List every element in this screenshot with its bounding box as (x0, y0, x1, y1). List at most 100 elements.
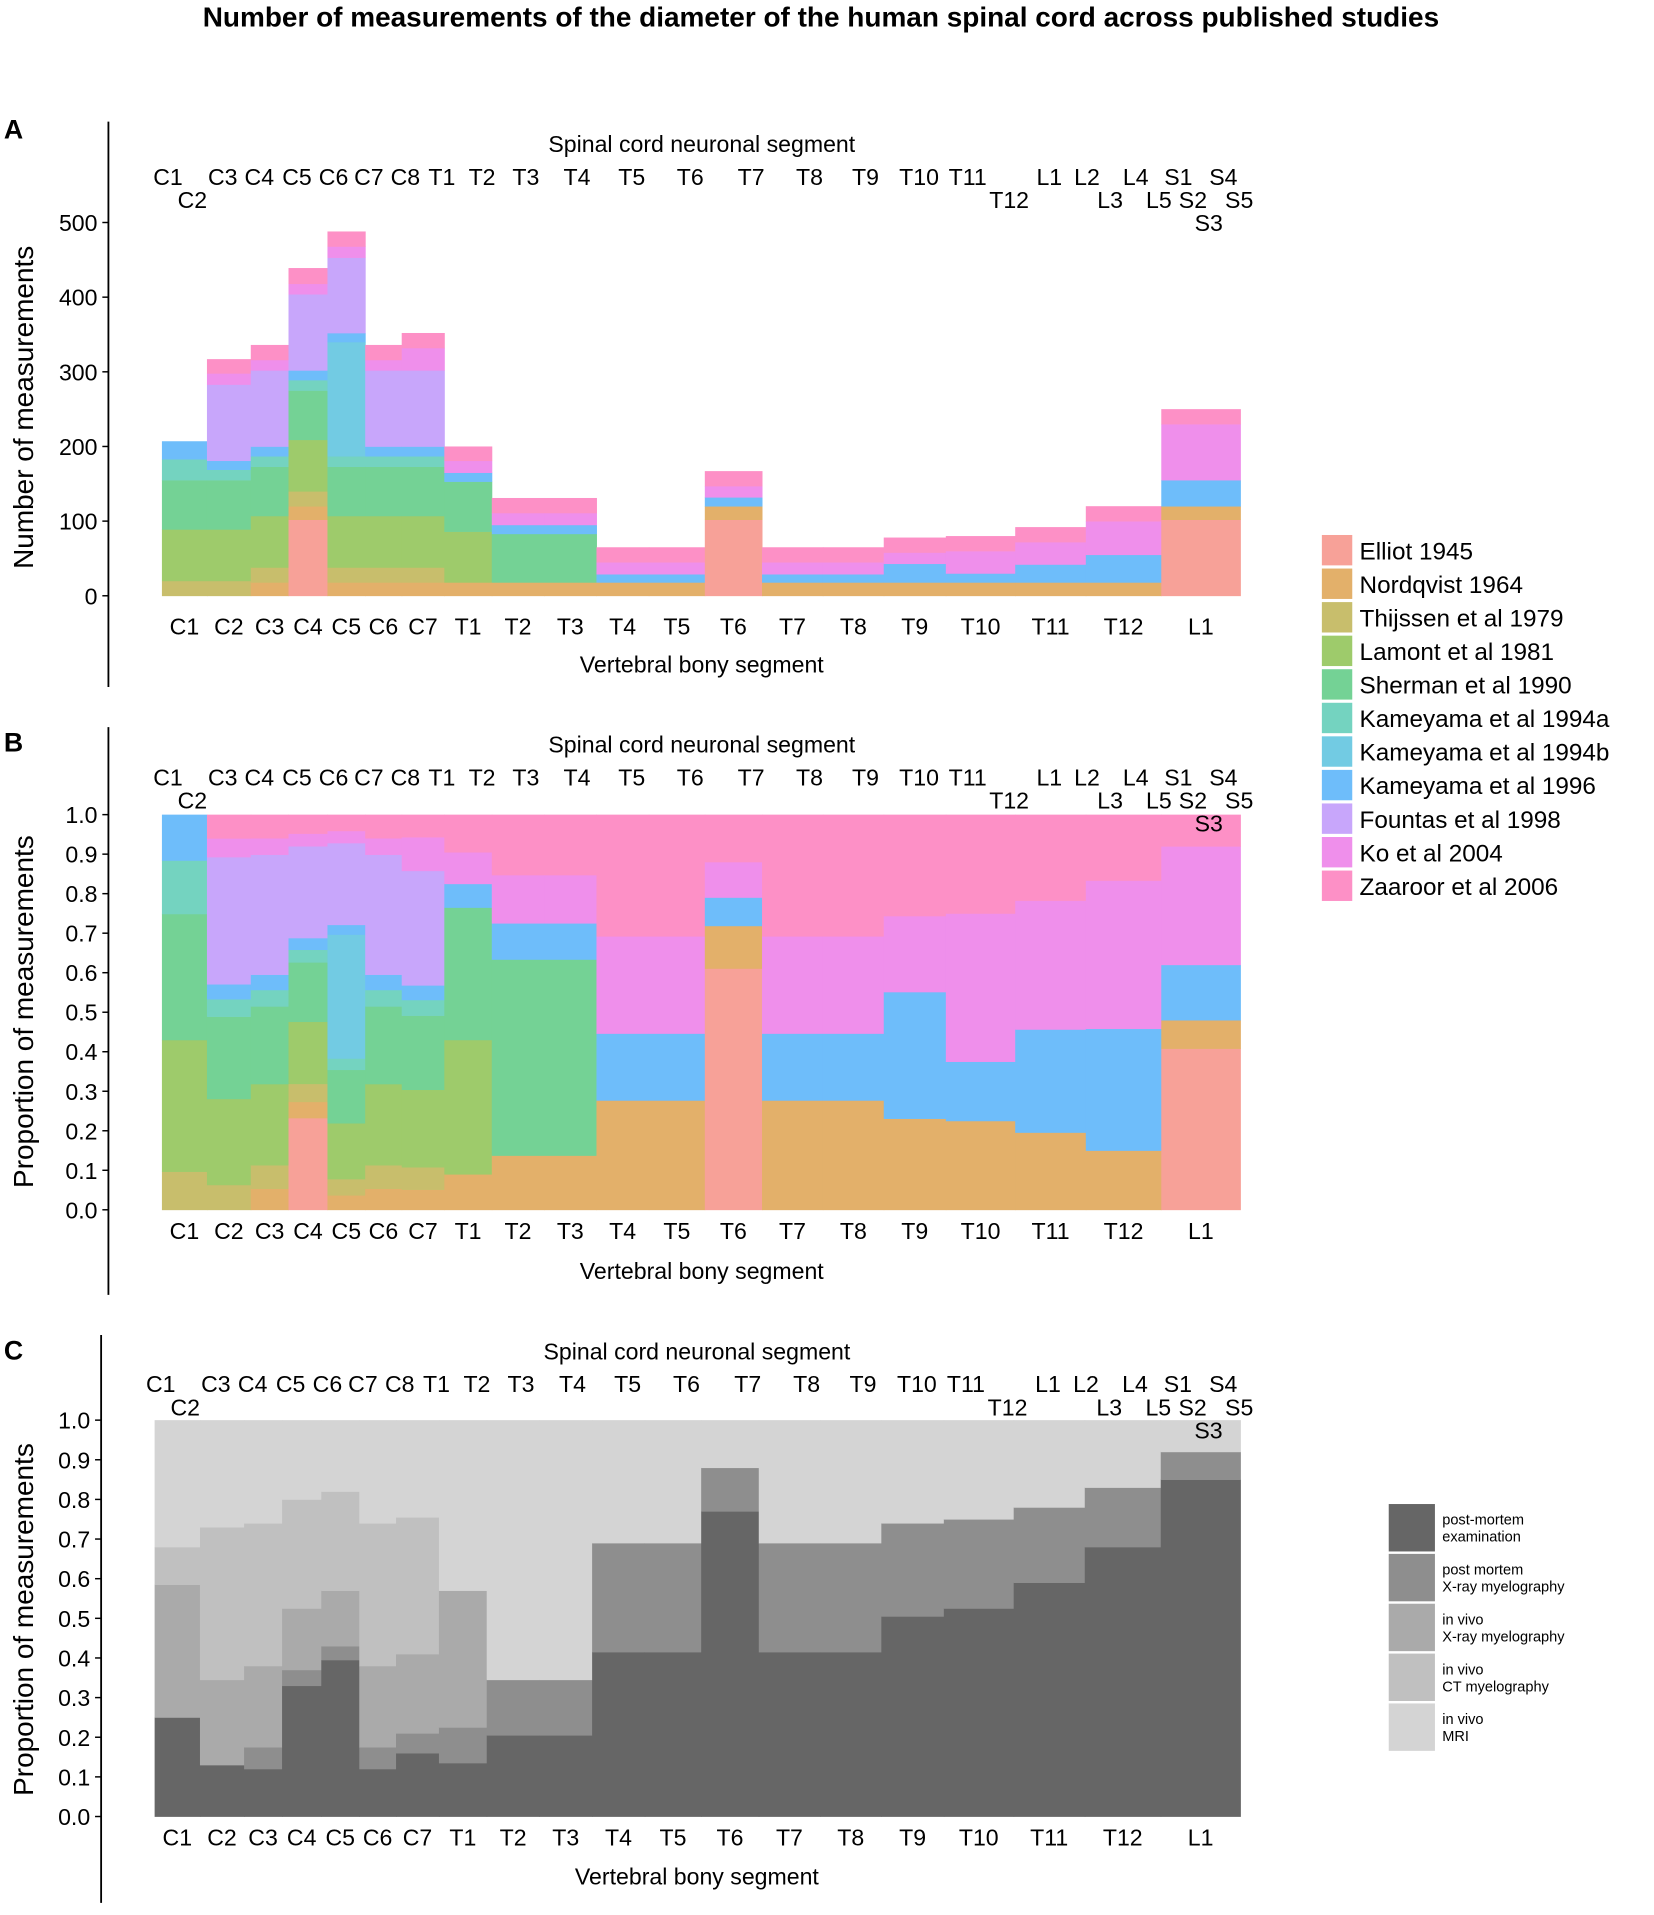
x-tick-label-neuronal: T5 (618, 764, 645, 790)
legend-swatch (1321, 635, 1353, 667)
x-tick-label-neuronal: C5 (276, 1371, 306, 1397)
bar-segment-t2-sherman-et-al-1990 (491, 533, 545, 583)
bar-segment-c1-sherman-et-al-1990 (161, 480, 208, 530)
bar-segment-c1-lamont-et-al-1981 (161, 529, 208, 582)
bar-segment-c5-zaaroor-et-al-2006 (327, 231, 366, 247)
legend-swatch (1321, 669, 1353, 700)
bar-segment-t10-post-mortem-examination (943, 1608, 1015, 1817)
x-axis-title-c: Vertebral bony segment (575, 1864, 819, 1890)
y-tick-label: 100 (59, 509, 98, 535)
bar-segment-c4-post-mortem-examination (282, 1685, 322, 1817)
bar-segment-c2-kameyama-et-al-1996 (206, 460, 252, 470)
bar-segment-t1-nordqvist-1964 (444, 1174, 493, 1211)
bar-segment-t1-in-vivo-x-ray-myelography (438, 1590, 488, 1728)
bar-segment-c6-sherman-et-al-1990 (365, 1006, 403, 1085)
bar-segment-c7-thijssen-et-al-1979 (401, 567, 445, 583)
bar-segment-t12-post-mortem-x-ray-myelography (1084, 1487, 1162, 1548)
bar-segment-l1-nordqvist-1964 (1161, 1020, 1241, 1049)
x-tick-label-neuronal: T3 (512, 164, 539, 190)
bar-segment-t7-kameyama-et-al-1996 (762, 1033, 824, 1101)
bar-segment-t1-sherman-et-al-1990 (444, 481, 493, 532)
y-tick-label: 0.9 (65, 842, 97, 868)
bar-segment-c2-sherman-et-al-1990 (206, 1016, 252, 1100)
bar-segment-t4-ko-et-al-2004 (596, 562, 650, 575)
x-tick-label-neuronal: L2 (1074, 164, 1100, 190)
x-tick-label-neuronal: T3 (512, 764, 539, 790)
bar-segment-t7-ko-et-al-2004 (762, 562, 824, 575)
y-tick-label: 0.4 (58, 1645, 90, 1671)
x-tick-label-neuronal: T7 (734, 1371, 761, 1397)
bar-segment-t4-nordqvist-1964 (596, 1100, 650, 1211)
x-tick-label-vertebral: C7 (408, 614, 438, 640)
bar-segment-t2-post-mortem-x-ray-myelography (486, 1679, 540, 1736)
x-tick-label-neuronal: T11 (949, 764, 987, 790)
top-axis-title-a: Spinal cord neuronal segment (548, 131, 855, 157)
x-tick-label-neuronal: S4 (1209, 1371, 1237, 1397)
x-tick-label-neuronal: T9 (852, 164, 879, 190)
x-tick-label-vertebral: T1 (455, 1218, 482, 1244)
bar-segment-c3-in-vivo-x-ray-myelography (244, 1665, 283, 1748)
x-tick-label-neuronal: T10 (897, 1371, 937, 1397)
bar-segment-c3-kameyama-et-al-1994a (250, 456, 289, 467)
x-tick-label-neuronal: S2 (1178, 1394, 1206, 1420)
panel-label-c: C (4, 1335, 23, 1365)
bar-segment-t10-post-mortem-x-ray-myelography (943, 1519, 1015, 1609)
bar-segment-l1-post-mortem-x-ray-myelography (1160, 1451, 1241, 1480)
x-tick-label-vertebral: L1 (1188, 1825, 1214, 1851)
x-tick-label-vertebral: T4 (605, 1825, 632, 1851)
x-tick-label-neuronal: C7 (348, 1371, 378, 1397)
panel-label-a: A (4, 115, 23, 145)
x-tick-label-neuronal: T1 (428, 764, 455, 790)
x-tick-label-vertebral: T5 (663, 614, 690, 640)
x-tick-label-neuronal: L2 (1074, 764, 1100, 790)
bar-segment-c3-kameyama-et-al-1994a (250, 989, 289, 1007)
bar-segment-l1-elliot-1945 (1161, 519, 1241, 597)
bar-segment-c5-kameyama-et-al-1996 (327, 924, 366, 935)
bar-segment-t11-in-vivo-mri (1013, 1420, 1086, 1508)
bar-segment-t10-zaaroor-et-al-2006 (945, 536, 1016, 552)
bar-segment-c1-in-vivo-mri (154, 1420, 201, 1548)
bar-segment-t1-kameyama-et-al-1996 (444, 883, 493, 908)
bar-segment-c6-zaaroor-et-al-2006 (365, 814, 403, 839)
bar-segment-c2-lamont-et-al-1981 (206, 1098, 252, 1186)
bar-segment-t1-lamont-et-al-1981 (444, 1039, 493, 1175)
y-tick-label: 0.1 (58, 1764, 90, 1790)
x-tick-label-vertebral: C2 (207, 1825, 237, 1851)
x-tick-label-neuronal: L5 (1146, 788, 1172, 814)
x-tick-label-neuronal: L5 (1146, 187, 1172, 213)
bar-segment-c7-kameyama-et-al-1994a (401, 456, 445, 467)
bar-segment-c7-nordqvist-1964 (401, 582, 445, 597)
bar-segment-c2-lamont-et-al-1981 (206, 529, 252, 582)
legend-label: Elliot 1945 (1360, 538, 1473, 565)
bar-segment-t5-nordqvist-1964 (648, 1100, 706, 1211)
bar-segment-t2-in-vivo-mri (486, 1420, 540, 1681)
legend-label-line2: MRI (1442, 1729, 1469, 1745)
y-tick-label: 300 (59, 359, 98, 385)
bar-segment-c2-zaaroor-et-al-2006 (206, 814, 252, 839)
x-tick-label-vertebral: T8 (837, 1825, 864, 1851)
y-tick-label: 0.5 (65, 1000, 97, 1026)
x-tick-label-neuronal: C4 (245, 764, 275, 790)
legend-swatch (1321, 870, 1353, 901)
x-tick-label-neuronal: T7 (738, 164, 765, 190)
bar-segment-c6-nordqvist-1964 (365, 1188, 403, 1211)
bar-segment-c7-sherman-et-al-1990 (401, 466, 445, 517)
bar-segment-c3-ko-et-al-2004 (250, 359, 289, 371)
x-tick-label-neuronal: C4 (245, 164, 275, 190)
bar-segment-t5-ko-et-al-2004 (648, 562, 706, 575)
x-tick-label-vertebral: T10 (959, 1825, 999, 1851)
legend-swatch (1321, 702, 1353, 734)
x-tick-label-vertebral: T12 (1103, 1825, 1143, 1851)
bar-segment-t10-ko-et-al-2004 (945, 550, 1016, 574)
bar-segment-c4-in-vivo-x-ray-myelography (282, 1608, 322, 1671)
bar-segment-t1-ko-et-al-2004 (444, 460, 493, 473)
x-tick-label-neuronal: S3 (1194, 1417, 1222, 1443)
bar-segment-t12-post-mortem-examination (1084, 1546, 1162, 1817)
x-tick-label-vertebral: T9 (901, 614, 928, 640)
x-tick-label-neuronal: C8 (385, 1371, 415, 1397)
bar-segment-t11-zaaroor-et-al-2006 (1015, 814, 1087, 901)
x-tick-label-neuronal: L1 (1035, 1371, 1061, 1397)
bar-segment-c5-lamont-et-al-1981 (327, 1123, 366, 1180)
bar-segment-c1-in-vivo-ct-myelography (154, 1546, 201, 1585)
x-tick-label-vertebral: C5 (332, 1218, 362, 1244)
